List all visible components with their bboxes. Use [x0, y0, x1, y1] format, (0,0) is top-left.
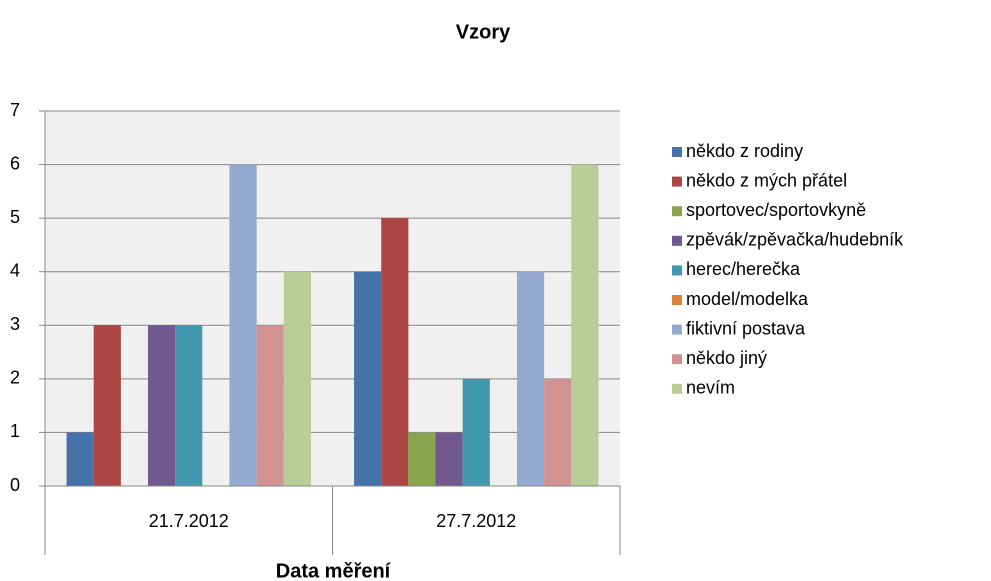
- bar: [435, 432, 463, 486]
- bar: [148, 325, 176, 486]
- x-tick-label: 21.7.2012: [149, 511, 229, 531]
- bar: [516, 271, 545, 486]
- legend-swatch: [672, 265, 682, 276]
- legend-swatch: [672, 324, 682, 335]
- bar: [229, 164, 257, 487]
- bar: [408, 432, 436, 486]
- y-tick-label: 3: [10, 314, 20, 334]
- x-tick-label: 27.7.2012: [436, 511, 516, 531]
- bar: [66, 432, 94, 486]
- legend-swatch: [672, 147, 682, 157]
- legend-label: někdo z rodiny: [686, 141, 803, 161]
- y-tick-label: 4: [10, 260, 20, 280]
- legend-label: fiktivní postava: [686, 318, 806, 338]
- bar: [544, 378, 572, 486]
- bar: [256, 325, 284, 486]
- chart-title: Vzory: [456, 21, 511, 43]
- legend-swatch: [672, 235, 682, 246]
- bar: [93, 325, 121, 486]
- legend-swatch: [672, 176, 682, 187]
- y-tick-label: 2: [10, 368, 20, 388]
- legend-label: někdo jiný: [686, 348, 767, 368]
- legend-label: nevím: [686, 378, 735, 398]
- legend-label: zpěvák/zpěvačka/hudebník: [686, 230, 904, 250]
- legend-swatch: [672, 295, 682, 305]
- bar: [571, 164, 599, 487]
- legend-swatch: [672, 383, 682, 394]
- legend-label: sportovec/sportovkyně: [686, 200, 866, 220]
- bar: [175, 325, 203, 486]
- bar: [283, 271, 311, 486]
- y-tick-label: 6: [10, 153, 20, 173]
- bar: [354, 271, 382, 486]
- y-tick-label: 1: [10, 421, 20, 441]
- bar: [462, 378, 490, 486]
- x-axis-title: Data měření: [276, 560, 392, 581]
- y-tick-label: 0: [10, 475, 20, 495]
- legend-label: někdo z mých přátel: [686, 170, 847, 190]
- legend-label: model/modelka: [686, 289, 809, 309]
- legend-swatch: [672, 206, 682, 217]
- y-tick-label: 7: [10, 100, 20, 120]
- legend-swatch: [672, 354, 682, 365]
- bar: [381, 218, 409, 486]
- y-tick-label: 5: [10, 207, 20, 227]
- legend-label: herec/herečka: [686, 259, 801, 279]
